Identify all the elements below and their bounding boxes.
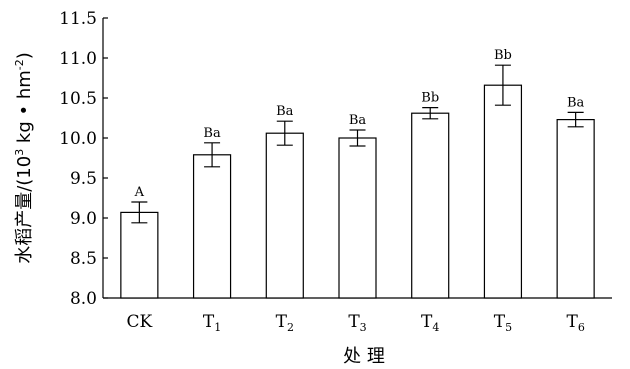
bar (483, 84, 523, 299)
y-tick-label: 10.5 (59, 89, 97, 109)
significance-label: Ba (567, 95, 585, 110)
y-tick-label: 8.5 (70, 249, 97, 269)
bar (556, 118, 595, 299)
bar (411, 112, 450, 299)
y-tick-label: 8.0 (70, 289, 97, 309)
y-tick-label: 9.5 (70, 169, 97, 189)
y-axis-title-exp2: -2 (13, 59, 26, 70)
x-tick-label: T6 (566, 312, 584, 334)
y-tick-label: 11.0 (59, 49, 97, 69)
x-axis-title: 处 理 (343, 346, 385, 367)
significance-label: A (134, 185, 145, 200)
significance-label: Ba (203, 126, 221, 141)
significance-label: Bb (421, 91, 439, 106)
y-axis-title-prefix: 水稻产量/(10 (14, 156, 35, 264)
y-axis-title-exp1: 3 (13, 149, 26, 156)
y-axis-title-suffix: ) (14, 52, 35, 59)
y-tick-label: 10.0 (59, 129, 97, 149)
labels: A CK Ba T1 Ba T2 Ba T3 Bb T4 Bb T5 Ba T6 (126, 48, 584, 334)
y-axis-title: 水稻产量/(103 kg • hm-2) (13, 52, 35, 264)
axes: 8.0 8.5 9.0 9.5 10.0 10.5 11.0 11.5 (59, 9, 612, 309)
x-tick-label: T3 (348, 312, 366, 334)
x-tick-label: CK (126, 312, 152, 332)
bar (265, 132, 304, 299)
significance-label: Ba (276, 104, 294, 119)
x-tick-label: T5 (494, 312, 512, 334)
significance-label: Ba (349, 113, 367, 128)
bar (120, 211, 159, 299)
x-tick-label: T4 (421, 312, 439, 334)
bar (338, 137, 377, 299)
bars (120, 64, 595, 299)
y-tick-label: 11.5 (59, 9, 97, 29)
significance-label: Bb (494, 48, 512, 63)
bar (192, 154, 232, 299)
x-tick-label: T2 (276, 312, 294, 334)
y-tick-label: 9.0 (70, 209, 97, 229)
x-tick-label: T1 (203, 312, 221, 334)
y-axis-title-mid: kg • hm (14, 70, 35, 149)
